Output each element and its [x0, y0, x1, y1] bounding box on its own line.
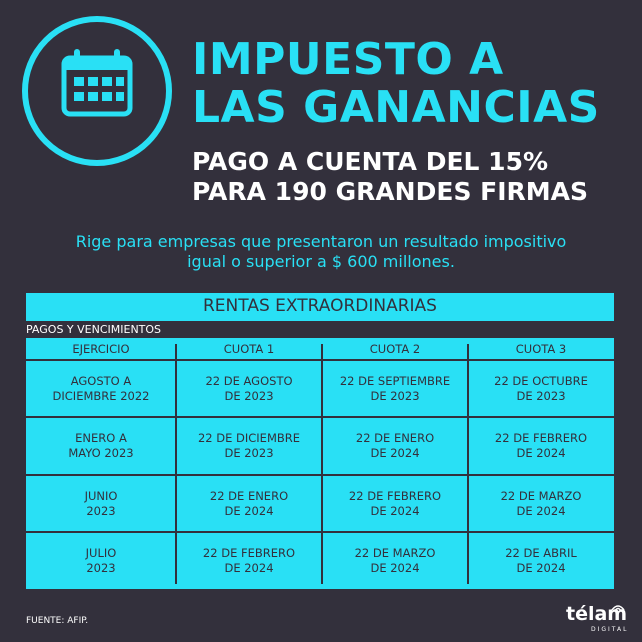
- cell-line: DE 2024: [516, 503, 566, 518]
- table-cell: 22 DE OCTUBRE DE 2023: [468, 374, 614, 404]
- table-cell: 22 DE SEPTIEMBRE DE 2023: [322, 374, 468, 404]
- description: Rige para empresas que presentaron un re…: [0, 232, 642, 272]
- calendar-icon-circle: [22, 16, 172, 166]
- description-line-2: igual o superior a $ 600 millones.: [187, 252, 455, 271]
- subtitle-line-2: PARA 190 GRANDES FIRMAS: [192, 177, 589, 206]
- row-divider: [26, 359, 614, 361]
- cell-line: 22 DE FEBRERO: [202, 545, 296, 560]
- cell-line: DE 2023: [516, 388, 566, 403]
- cell-line: 22 DE MARZO: [500, 488, 582, 503]
- table-cell: 22 DE ENERO DE 2024: [176, 489, 322, 519]
- cell-line: DE 2024: [224, 560, 274, 575]
- subtitle-line-1: PAGO A CUENTA DEL 15%: [192, 147, 549, 176]
- column-divider: [175, 344, 177, 584]
- table-cell: 22 DE MARZO DE 2024: [322, 546, 468, 576]
- table-cell: 22 DE FEBRERO DE 2024: [468, 431, 614, 461]
- cell-line: 22 DE ENERO: [355, 431, 435, 445]
- cell-line: 22 DE ABRIL: [505, 545, 577, 560]
- table-title: RENTAS EXTRAORDINARIAS: [203, 296, 437, 316]
- description-line-1: Rige para empresas que presentaron un re…: [75, 232, 567, 251]
- cell-line: DE 2023: [224, 388, 274, 403]
- telam-logo-sub: DIGITAL: [591, 626, 629, 633]
- calendar-icon: [61, 49, 133, 117]
- cell-line: 2023: [86, 560, 116, 575]
- table-cell: 22 DE DICIEMBRE DE 2023: [176, 431, 322, 461]
- cell-line: 22 DE OCTUBRE: [494, 373, 588, 388]
- cell-line: DE 2024: [224, 503, 274, 518]
- cell-line: 22 DE AGOSTO: [205, 373, 293, 388]
- table-grid: EJERCICIO CUOTA 1 CUOTA 2 CUOTA 3 AGOSTO A DI…: [26, 338, 614, 589]
- cell-line: DICIEMBRE 2022: [52, 388, 150, 403]
- table-cell: ENERO A MAYO 2023: [26, 431, 176, 461]
- row-divider: [26, 416, 614, 418]
- table-cell: 22 DE ENERO DE 2024: [322, 431, 468, 461]
- cell-line: JUNIO: [84, 488, 118, 503]
- title-line-2: LAS GANANCIAS: [192, 82, 600, 133]
- cell-line: DE 2024: [370, 560, 420, 575]
- cell-line: JULIO: [85, 545, 117, 560]
- column-header: CUOTA 1: [223, 342, 275, 356]
- table-cell: 22 DE ABRIL DE 2024: [468, 546, 614, 576]
- cell-line: 22 DE SEPTIEMBRE: [339, 373, 451, 388]
- cell-line: DE 2024: [370, 446, 420, 460]
- schedule-table: RENTAS EXTRAORDINARIAS PAGOS Y VENCIMIEN…: [26, 293, 614, 589]
- cell-line: DE 2024: [370, 503, 420, 518]
- column-header: CUOTA 2: [369, 342, 421, 356]
- section-label: PAGOS Y VENCIMIENTOS: [26, 323, 162, 336]
- table-cell: 22 DE AGOSTO DE 2023: [176, 374, 322, 404]
- section-band: PAGOS Y VENCIMIENTOS: [26, 321, 614, 338]
- cell-line: DE 2023: [224, 446, 274, 460]
- cell-line: 22 DE ENERO: [209, 488, 289, 503]
- row-divider: [26, 531, 614, 533]
- column-divider: [321, 344, 323, 584]
- table-cell: 22 DE FEBRERO DE 2024: [176, 546, 322, 576]
- cell-line: AGOSTO A: [70, 373, 132, 388]
- source-note: FUENTE: AFIP.: [26, 616, 89, 626]
- cell-line: MAYO 2023: [68, 446, 134, 460]
- cell-line: 22 DE DICIEMBRE: [197, 431, 301, 445]
- page-subtitle: PAGO A CUENTA DEL 15% PARA 190 GRANDES F…: [192, 147, 588, 207]
- cell-line: DE 2024: [516, 560, 566, 575]
- cell-line: DE 2024: [516, 446, 566, 460]
- signal-waves-icon: [611, 605, 625, 612]
- column-divider: [467, 344, 469, 584]
- table-cell: 22 DE MARZO DE 2024: [468, 489, 614, 519]
- table-cell: 22 DE FEBRERO DE 2024: [322, 489, 468, 519]
- cell-line: 22 DE FEBRERO: [348, 488, 442, 503]
- cell-line: 2023: [86, 503, 116, 518]
- column-header: EJERCICIO: [72, 342, 130, 356]
- page-title: IMPUESTO A LAS GANANCIAS: [192, 36, 600, 132]
- table-cell: JUNIO 2023: [26, 489, 176, 519]
- title-line-1: IMPUESTO A: [192, 34, 504, 85]
- table-cell: JULIO 2023: [26, 546, 176, 576]
- table-cell: AGOSTO A DICIEMBRE 2022: [26, 374, 176, 404]
- cell-line: 22 DE FEBRERO: [494, 431, 588, 445]
- cell-line: 22 DE MARZO: [354, 545, 436, 560]
- row-divider: [26, 474, 614, 476]
- cell-line: ENERO A: [75, 431, 127, 445]
- cell-line: DE 2023: [370, 388, 420, 403]
- column-header: CUOTA 3: [515, 342, 567, 356]
